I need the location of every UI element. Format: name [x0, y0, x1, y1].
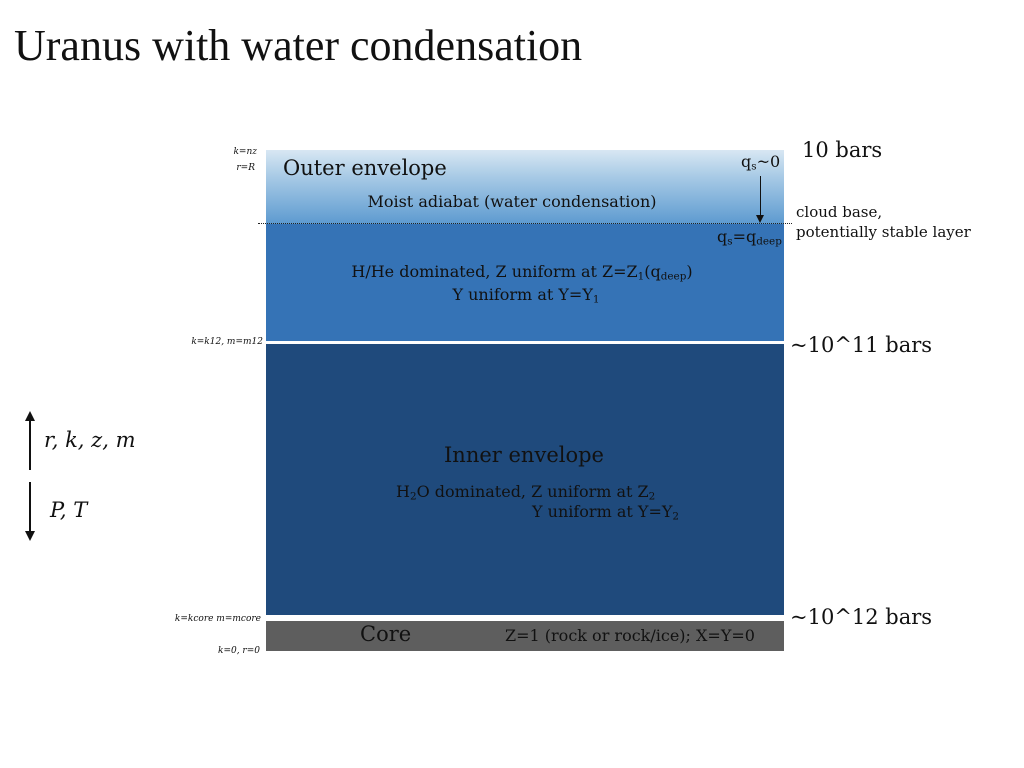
cloud-base-label: cloud base, — [796, 203, 882, 221]
qs-arrow-head — [756, 215, 764, 223]
inner-envelope-layer — [266, 344, 784, 615]
down-axis-label: P, T — [50, 498, 87, 522]
index-middle-label: k=k12, m=m12 — [191, 337, 263, 347]
outer-envelope-layer — [266, 224, 784, 341]
index-bottom-label: k=0, r=0 — [218, 646, 260, 656]
stable-layer-label: potentially stable layer — [796, 223, 971, 241]
core-description: Z=1 (rock or rock/ice); X=Y=0 — [505, 626, 755, 645]
down-arrow-shaft — [29, 482, 31, 532]
up-axis-label: r, k, z, m — [44, 428, 136, 452]
qs-top-label: qs~0 — [741, 152, 780, 171]
inner-z-label: H2O dominated, Z uniform at Z2 — [396, 482, 655, 501]
up-arrow-shaft — [29, 420, 31, 470]
qs-deep-label: qs=qdeep — [717, 227, 782, 246]
outer-y-label: Y uniform at Y=Y1 — [452, 285, 599, 304]
qs-arrow-shaft — [760, 176, 761, 216]
outer-envelope-label: Outer envelope — [283, 156, 447, 180]
index-core-label: k=kcore m=mcore — [175, 614, 261, 624]
down-arrow-head — [25, 531, 35, 541]
core-label: Core — [360, 622, 411, 646]
cloud-base-line — [258, 223, 792, 224]
pressure-bottom-label: ~10^12 bars — [790, 605, 932, 629]
pressure-top-label: 10 bars — [802, 138, 882, 162]
inner-envelope-label: Inner envelope — [444, 443, 604, 467]
slide-title: Uranus with water condensation — [14, 22, 582, 70]
outer-z-label: H/He dominated, Z uniform at Z=Z1(qdeep) — [351, 262, 692, 281]
index-top-r-label: r=R — [236, 163, 255, 173]
index-top-k-label: k=nz — [233, 147, 257, 157]
inner-y-label: Y uniform at Y=Y2 — [532, 502, 679, 521]
pressure-middle-label: ~10^11 bars — [790, 333, 932, 357]
moist-adiabat-label: Moist adiabat (water condensation) — [367, 192, 656, 211]
